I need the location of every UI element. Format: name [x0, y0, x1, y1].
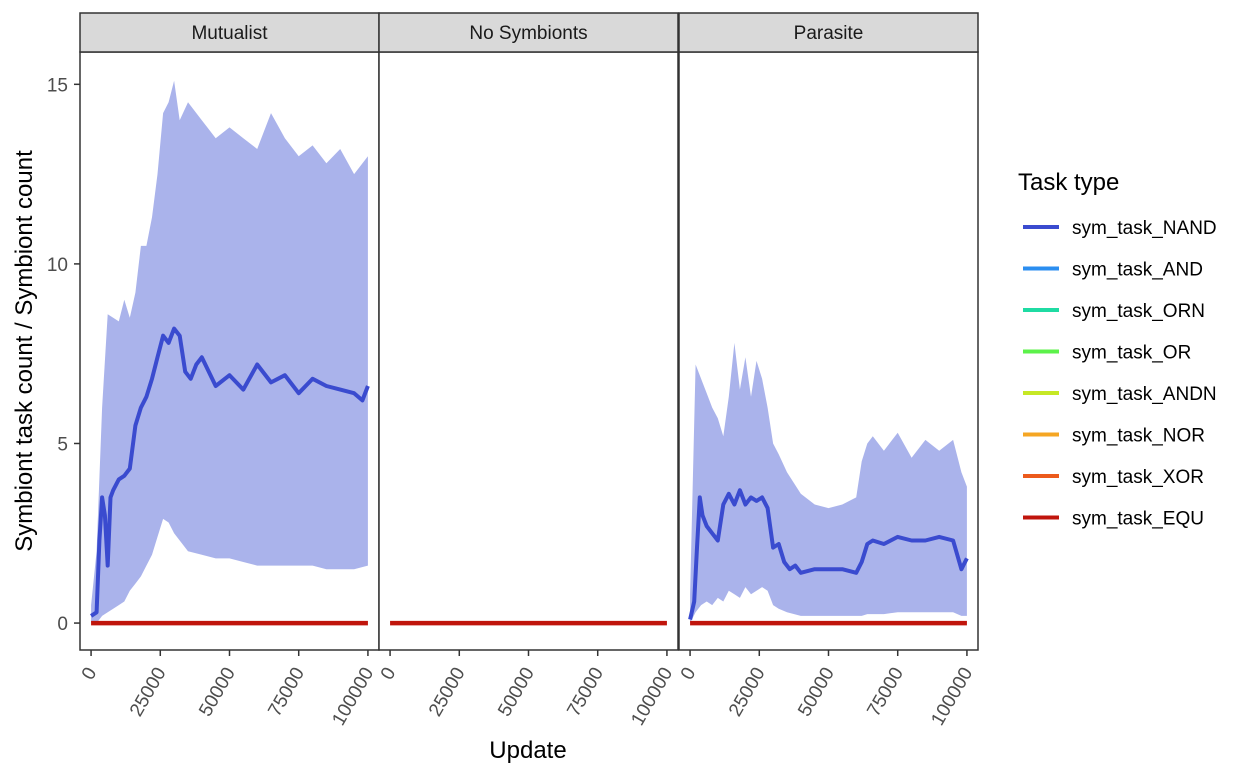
- y-axis-title: Symbiont task count / Symbiont count: [11, 150, 38, 552]
- y-tick-label: 0: [57, 614, 68, 635]
- legend-item: sym_task_EQU: [1023, 509, 1204, 530]
- legend-item: sym_task_XOR: [1023, 467, 1204, 488]
- legend-item: sym_task_NAND: [1023, 218, 1217, 239]
- x-tick-label: 25000: [725, 664, 770, 720]
- legend-label: sym_task_AND: [1072, 260, 1203, 281]
- legend-item: sym_task_ANDN: [1023, 384, 1217, 405]
- legend-items: sym_task_NAND sym_task_AND sym_task_ORNsym…: [1023, 218, 1217, 530]
- strip-0: [79, 12, 380, 53]
- legend-label: sym_task_NOR: [1072, 426, 1205, 447]
- nand-ribbon: [91, 80, 368, 624]
- legend-label: sym_task_NAND: [1072, 218, 1217, 239]
- x-tick-label: 100000: [328, 664, 378, 729]
- legend-label: sym_task_ORN: [1072, 301, 1205, 322]
- legend-item: sym_task_OR: [1023, 343, 1191, 364]
- y-tick-label: 15: [47, 75, 68, 96]
- x-tick-label: 100000: [927, 664, 977, 729]
- legend-label: sym_task_ANDN: [1072, 384, 1217, 405]
- y-tick-label: 5: [57, 434, 68, 455]
- x-tick-label: 0: [78, 664, 101, 684]
- nand-ribbon: [690, 342, 967, 624]
- x-tick-label: 50000: [494, 664, 539, 720]
- legend-item: sym_task_AND: [1023, 260, 1203, 281]
- x-tick-label: 25000: [425, 664, 470, 720]
- legend-item: sym_task_ORN: [1023, 301, 1205, 322]
- x-tick-label: 0: [677, 664, 700, 684]
- panel-background: [379, 52, 678, 650]
- legend-label: sym_task_EQU: [1072, 509, 1204, 530]
- panels: Mutualist No Symbionts Parasite: [79, 12, 979, 651]
- legend: Task type sym_task_NANDsym_task_ANDsym_t…: [1018, 169, 1217, 530]
- y-tick-label: 10: [47, 255, 68, 276]
- strip-label: Mutualist: [191, 23, 268, 44]
- nand-line: [688, 488, 969, 620]
- panel-0: Mutualist: [79, 12, 380, 651]
- x-tick-label: 50000: [195, 664, 240, 720]
- x-tick-label: 75000: [563, 664, 608, 720]
- panel-2: Parasite: [678, 12, 979, 651]
- x-tick-label: 100000: [627, 664, 677, 729]
- x-tick-label: 75000: [863, 664, 908, 720]
- strip-2: [678, 12, 979, 53]
- panel-1: No Symbionts: [378, 12, 679, 651]
- nand-line: [90, 326, 370, 618]
- x-tick-label: 25000: [126, 664, 171, 720]
- strip-label: No Symbionts: [469, 23, 587, 44]
- legend-label: sym_task_OR: [1072, 343, 1191, 364]
- strip-label: Parasite: [794, 23, 864, 44]
- strip-1: [378, 12, 679, 53]
- legend-item: sym_task_NOR: [1023, 426, 1205, 447]
- legend-title: Task type: [1018, 169, 1119, 196]
- x-axis-title: Update: [489, 737, 566, 764]
- legend-label: sym_task_XOR: [1072, 467, 1204, 488]
- x-tick-label: 75000: [264, 664, 309, 720]
- x-tick-label: 50000: [794, 664, 839, 720]
- x-tick-label: 0: [377, 664, 400, 684]
